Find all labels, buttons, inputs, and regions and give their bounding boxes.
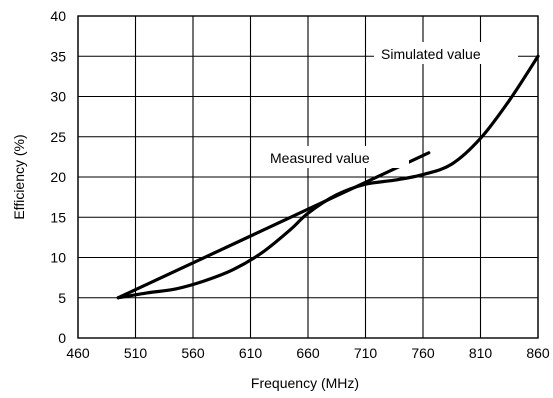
y-tick-label: 25 [50,129,66,145]
y-tick-label: 15 [50,209,66,225]
x-tick-label: 710 [354,345,378,361]
y-tick-label: 40 [50,8,66,24]
y-tick-label: 0 [58,330,66,346]
measured-label-background [263,146,409,168]
x-tick-label: 460 [66,345,90,361]
grid-lines [77,15,539,339]
x-tick-label: 610 [239,345,263,361]
x-tick-label: 660 [296,345,320,361]
x-axis-label: Frequency (MHz) [251,375,359,391]
y-axis-label: Efficiency (%) [11,134,27,219]
simulated-value-label: Simulated value [381,46,481,62]
series-layer [116,54,540,300]
x-tick-label: 760 [411,345,435,361]
plot-frame [77,15,539,339]
x-tick-label: 810 [469,345,493,361]
simulated-label-background [374,42,518,64]
measured-value-label: Measured value [270,150,370,166]
measured-value-line [116,151,431,300]
y-tick-label: 30 [50,89,66,105]
x-tick-label: 510 [124,345,148,361]
x-tick-label: 860 [526,345,550,361]
tick-labels: 460 510 560 610 660 710 760 810 8600510152025303… [50,8,549,361]
y-tick-label: 5 [58,290,66,306]
y-tick-label: 35 [50,48,66,64]
y-tick-label: 20 [50,169,66,185]
x-tick-label: 560 [181,345,205,361]
y-tick-label: 10 [50,250,66,266]
